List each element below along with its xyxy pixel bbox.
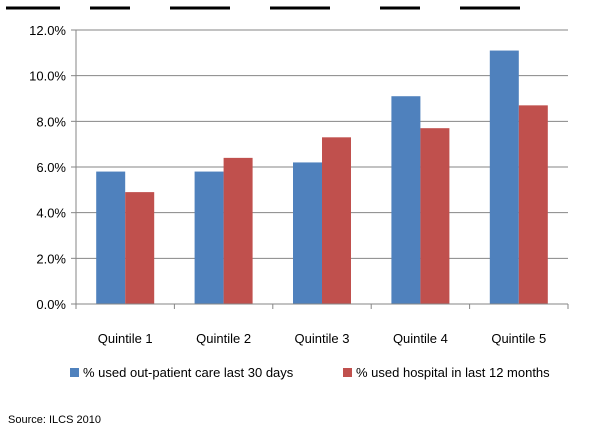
x-tick-label: Quintile 4: [393, 331, 448, 346]
y-tick-labels: 0.0% 2.0% 4.0% 6.0% 8.0% 10.0% 12.0%: [29, 23, 66, 312]
y-tick-label: 2.0%: [36, 251, 66, 266]
y-tick-label: 10.0%: [29, 69, 66, 84]
x-tick-label: Quintile 3: [295, 331, 350, 346]
bars: [96, 50, 548, 304]
y-tick-label: 6.0%: [36, 160, 66, 175]
bar-series-1-quintile-2: [194, 171, 224, 304]
bar-series-1-quintile-5: [489, 50, 519, 304]
legend-label-outpatient: % used out-patient care last 30 days: [83, 365, 294, 380]
y-tick-label: 0.0%: [36, 297, 66, 312]
x-tick-label: Quintile 5: [491, 331, 546, 346]
x-tick-label: Quintile 2: [196, 331, 251, 346]
y-tick-label: 8.0%: [36, 114, 66, 129]
bar-series-2-quintile-5: [518, 105, 548, 304]
source-note: Source: ILCS 2010: [8, 414, 101, 426]
x-tick-labels: Quintile 1 Quintile 2 Quintile 3 Quintile 4…: [98, 331, 547, 346]
axes: [71, 29, 569, 309]
legend-label-hospital: % used hospital in last 12 months: [356, 365, 550, 380]
bar-series-2-quintile-1: [125, 192, 155, 304]
bar-series-2-quintile-2: [223, 157, 253, 304]
bar-chart: 0.0% 2.0% 4.0% 6.0% 8.0% 10.0% 12.0% Quintile …: [29, 23, 569, 380]
legend-swatch-hospital: [343, 368, 352, 377]
legend-swatch-outpatient: [70, 368, 79, 377]
bar-series-2-quintile-3: [322, 137, 351, 304]
y-tick-label: 4.0%: [36, 206, 66, 221]
top-edge-decoration: [0, 0, 593, 10]
x-tick-label: Quintile 1: [98, 331, 153, 346]
bar-series-1-quintile-1: [96, 171, 126, 304]
legend: % used out-patient care last 30 days % u…: [70, 365, 550, 380]
y-tick-label: 12.0%: [29, 23, 66, 38]
bar-series-1-quintile-4: [391, 96, 421, 304]
bar-series-1-quintile-3: [293, 162, 322, 304]
bar-series-2-quintile-4: [420, 128, 450, 304]
